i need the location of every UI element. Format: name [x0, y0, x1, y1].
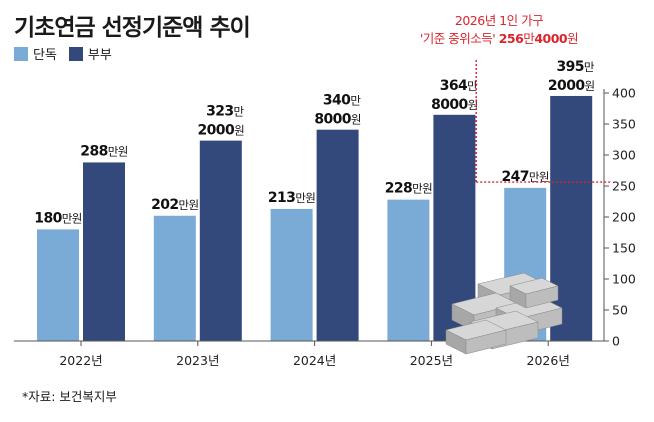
annotation-unit-a: 만 — [523, 31, 535, 46]
bar-couple-4 — [550, 95, 593, 341]
annotation-value-b: 4000 — [534, 31, 568, 46]
data-label-couple-line2-4: 2000원 — [548, 78, 595, 94]
bar-single-1 — [153, 215, 196, 341]
source-note: *자료: 보건복지부 — [22, 389, 117, 404]
legend-label-couple: 부부 — [87, 48, 112, 63]
bar-couple-2 — [316, 129, 359, 341]
y-tick-label-3: 150 — [612, 241, 636, 256]
legend-label-single: 단독 — [33, 48, 57, 63]
data-label-couple-line1-3: 364만 — [440, 78, 478, 94]
data-label-single-2: 213만원 — [268, 190, 315, 206]
y-tick-label-4: 200 — [612, 210, 636, 225]
annotation-line-2: '기준 중위소득' 256만4000원 — [404, 30, 594, 48]
y-tick-label-8: 400 — [612, 86, 636, 101]
data-label-couple-line2-3: 8000원 — [431, 97, 478, 113]
y-tick-label-7: 350 — [612, 117, 636, 132]
x-tick-label-0: 2022년 — [59, 353, 102, 368]
bar-couple-0 — [83, 162, 125, 341]
annotation-value-a: 256 — [498, 31, 524, 46]
y-tick-label-0: 0 — [612, 334, 620, 349]
data-label-couple-line2-1: 2000원 — [198, 123, 245, 139]
bar-single-3 — [387, 199, 430, 341]
annotation-unit-b: 원 — [567, 31, 579, 46]
y-tick-label-5: 250 — [612, 179, 636, 194]
data-label-single-1: 202만원 — [151, 197, 198, 213]
x-tick-label-3: 2025년 — [410, 353, 453, 368]
legend: 단독 부부 — [14, 44, 124, 63]
data-label-couple-line1-2: 340만 — [323, 93, 361, 109]
data-label-couple-line1-1: 323만 — [206, 104, 244, 120]
x-tick-label-1: 2023년 — [176, 353, 219, 368]
legend-swatch-single — [14, 46, 28, 61]
legend-item-couple: 부부 — [68, 44, 112, 63]
bar-couple-1 — [199, 140, 242, 341]
y-tick-label-1: 50 — [612, 303, 628, 318]
bar-single-0 — [37, 229, 79, 341]
bar-single-2 — [270, 208, 313, 341]
reference-annotation: 2026년 1인 가구 '기준 중위소득' 256만4000원 — [404, 12, 594, 48]
chart-title: 기초연금 선정기준액 추이 — [14, 15, 251, 41]
y-tick-label-2: 100 — [612, 272, 636, 287]
legend-item-single: 단독 — [14, 44, 57, 63]
data-label-couple-line1-4: 395만 — [556, 59, 594, 75]
data-label-couple-0: 288만원 — [80, 143, 127, 159]
data-label-single-0: 180만원 — [34, 210, 81, 226]
x-tick-label-2: 2024년 — [293, 353, 336, 368]
data-label-single-4: 247만원 — [501, 169, 548, 185]
legend-swatch-couple — [68, 46, 83, 61]
y-tick-label-6: 300 — [612, 148, 636, 163]
data-label-single-3: 228만원 — [385, 181, 432, 197]
annotation-line-1: 2026년 1인 가구 — [454, 13, 544, 28]
x-tick-label-4: 2026년 — [527, 353, 570, 368]
annotation-prefix: '기준 중위소득' — [419, 31, 499, 46]
data-label-couple-line2-2: 8000원 — [314, 112, 361, 128]
money-stack-icon — [445, 272, 563, 355]
